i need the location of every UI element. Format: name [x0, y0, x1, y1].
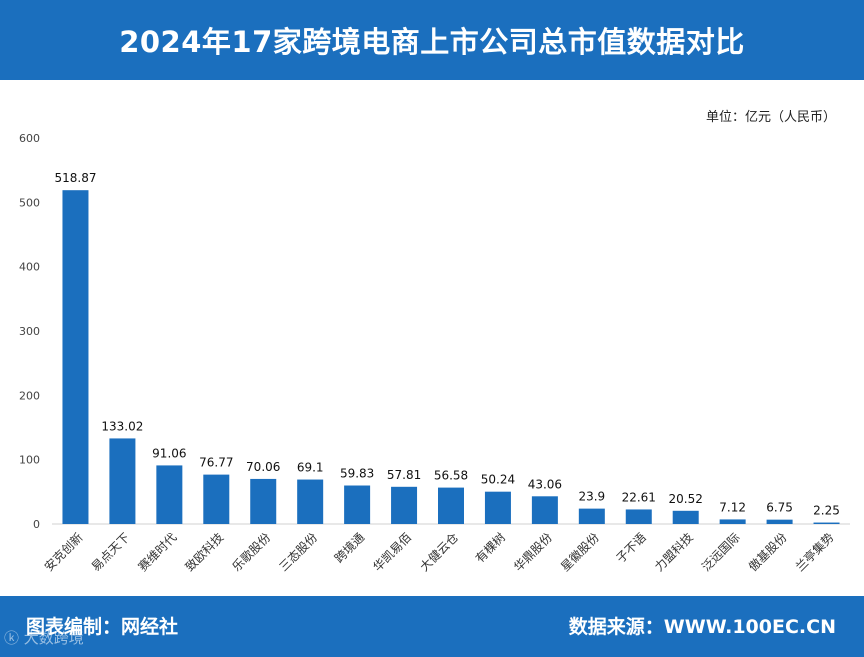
- x-tick-label: 致欧科技: [183, 530, 227, 574]
- bar-value-label: 7.12: [719, 500, 746, 514]
- x-tick-label: 三态股份: [276, 530, 320, 574]
- watermark-tag: ⓚ 大数跨境: [4, 629, 84, 647]
- footer: 图表编制：网经社 数据来源：WWW.100EC.CN: [0, 596, 864, 657]
- x-tick-label: 大健云仓: [417, 530, 461, 574]
- bar-value-label: 518.87: [54, 171, 96, 185]
- x-tick-label: 华凯易佰: [370, 530, 414, 574]
- x-tick-label: 兰亭集势: [792, 530, 837, 575]
- y-axis: 0 100 200 300 400 500 600: [19, 132, 850, 531]
- bar-value-label: 57.81: [387, 468, 421, 482]
- bar: [156, 465, 183, 524]
- bar-value-label: 22.61: [622, 490, 656, 504]
- bar: [719, 519, 746, 524]
- chart-title: 2024年17家跨境电商上市公司总市值数据对比: [0, 0, 864, 80]
- x-tick-label: 子不语: [614, 530, 649, 565]
- bar: [766, 519, 793, 524]
- x-tick-label: 傲基股份: [745, 530, 790, 575]
- x-tick-label: 乐歌股份: [229, 530, 274, 575]
- bar: [391, 486, 418, 524]
- bar-value-label: 50.24: [481, 473, 515, 487]
- bar: [438, 487, 464, 524]
- bar-value-label: 59.83: [340, 467, 374, 481]
- y-tick-label: 0: [33, 518, 40, 531]
- unit-label: 单位：亿元（人民币）: [705, 110, 836, 125]
- bar: [250, 478, 277, 524]
- bar-value-label: 91.06: [152, 446, 186, 460]
- footer-credit: 图表编制：网经社: [26, 616, 179, 638]
- x-tick-label: 跨境通: [331, 530, 367, 566]
- bar-chart: 0 100 200 300 400 500 600 518.87 133.02 91.06 76.…: [19, 132, 850, 575]
- bar-value-label: 69.1: [297, 461, 324, 475]
- bar: [625, 509, 652, 524]
- x-tick-label: 有棵树: [472, 530, 508, 566]
- x-tick-label: 赛维时代: [135, 530, 180, 575]
- value-labels: 518.87 133.02 91.06 76.77 70.06 69.1 59.83 57.8…: [54, 171, 839, 517]
- bar: [203, 474, 230, 524]
- bar: [578, 508, 605, 524]
- x-tick-label: 星徽股份: [557, 530, 602, 575]
- bar-value-label: 133.02: [101, 419, 143, 433]
- y-tick-label: 600: [19, 132, 40, 145]
- bar-value-label: 56.58: [434, 469, 468, 483]
- bar-value-label: 2.25: [813, 504, 840, 518]
- y-tick-label: 400: [19, 261, 40, 274]
- y-tick-label: 200: [19, 389, 40, 402]
- bar-value-label: 6.75: [766, 501, 793, 515]
- bar: [109, 438, 136, 524]
- footer-source: 数据来源：WWW.100EC.CN: [568, 616, 836, 638]
- bars: [62, 190, 840, 524]
- bar: [62, 190, 89, 524]
- x-tick-label: 力盟科技: [652, 530, 696, 574]
- bar: [297, 479, 324, 524]
- bar-value-label: 70.06: [246, 460, 280, 474]
- bar-value-label: 76.77: [199, 456, 233, 470]
- bar: [813, 522, 840, 524]
- bar: [531, 496, 558, 524]
- y-tick-label: 300: [19, 325, 40, 338]
- y-tick-label: 500: [19, 196, 40, 209]
- bar-value-label: 43.06: [528, 477, 562, 491]
- y-tick-label: 100: [19, 454, 40, 467]
- x-axis-labels: 安克创新 易点天下 赛维时代 致欧科技 乐歌股份 三态股份 跨境通 华凯易佰 大健云仓 有棵树 华鼎…: [41, 530, 837, 575]
- bar: [344, 485, 371, 524]
- x-tick-label: 安克创新: [41, 530, 86, 575]
- x-tick-label: 华鼎股份: [511, 530, 555, 574]
- bar: [484, 491, 511, 524]
- x-tick-label: 泛远国际: [699, 530, 743, 574]
- x-tick-label: 易点天下: [89, 530, 133, 574]
- bar: [672, 510, 699, 524]
- bar-value-label: 23.9: [578, 490, 605, 504]
- bar-value-label: 20.52: [669, 492, 703, 506]
